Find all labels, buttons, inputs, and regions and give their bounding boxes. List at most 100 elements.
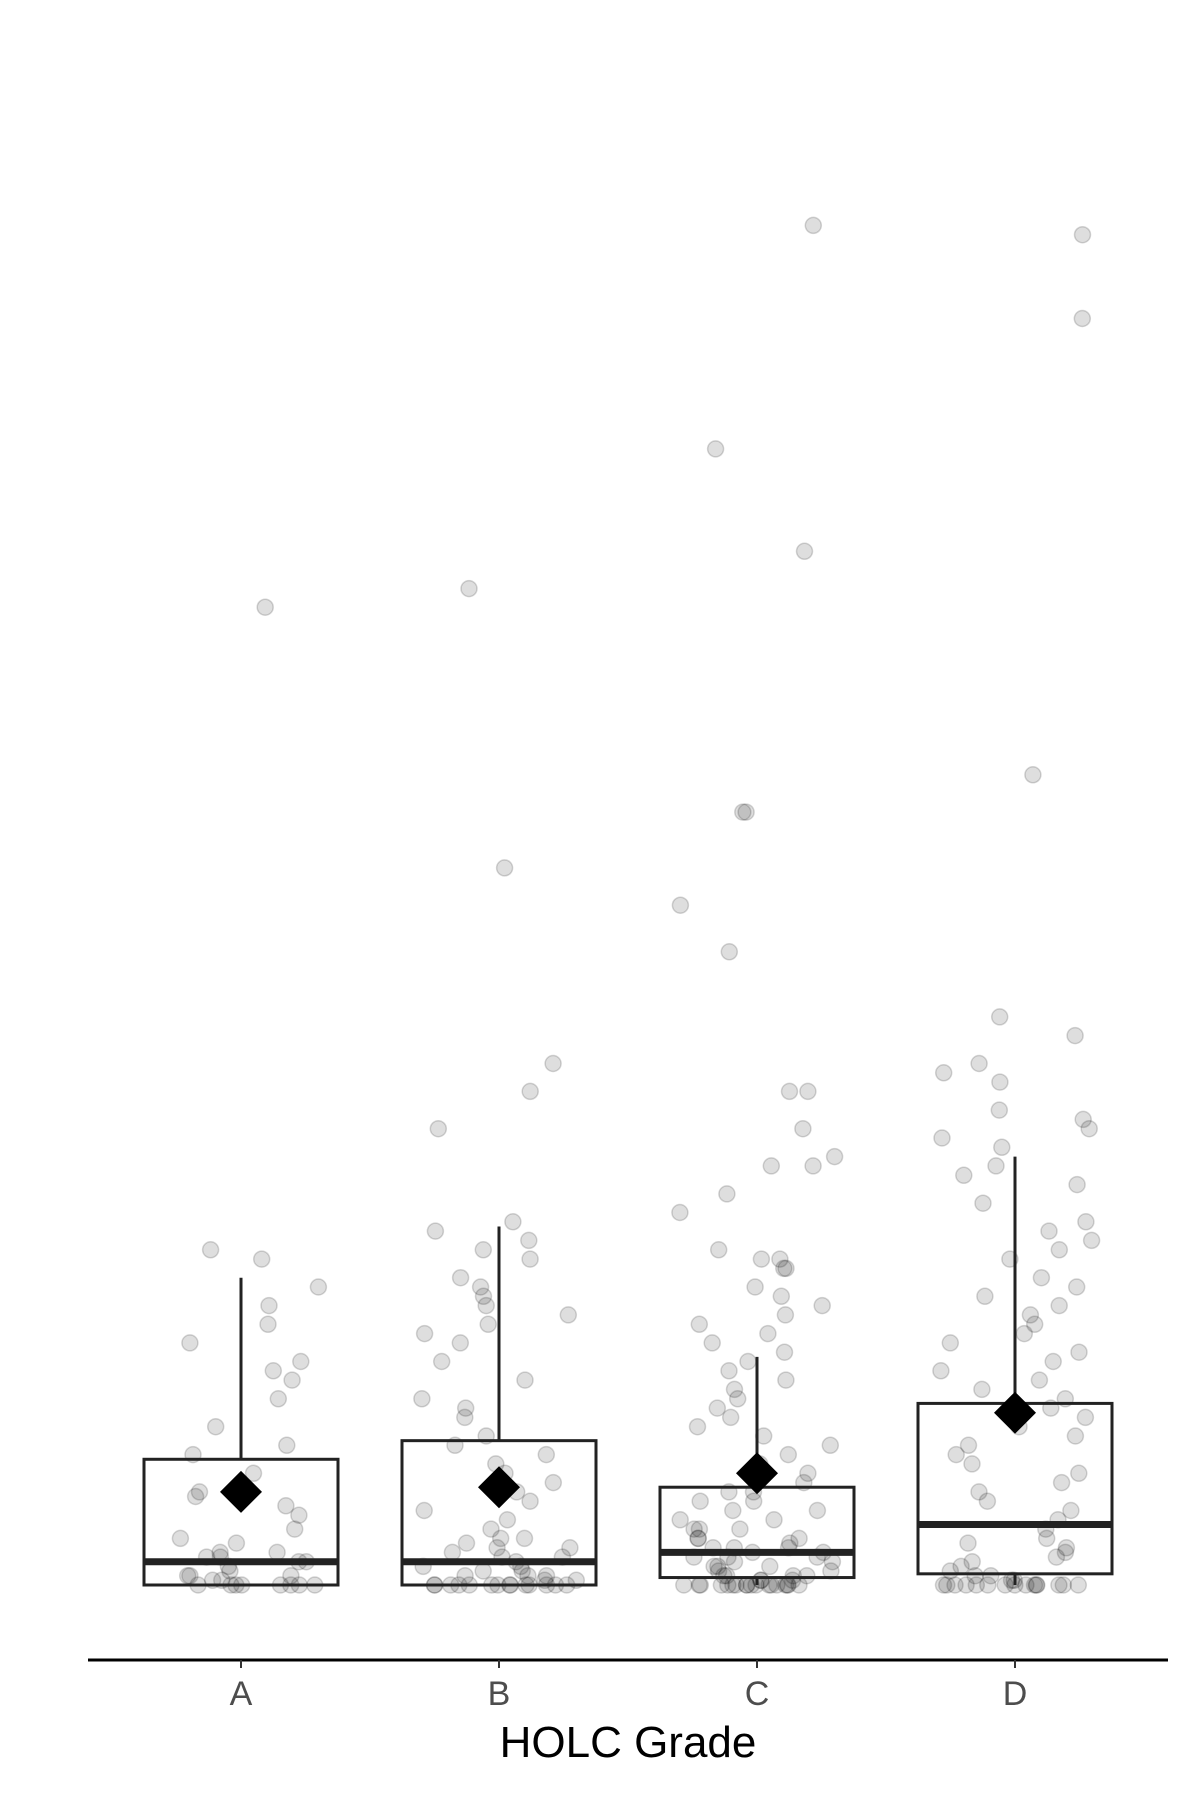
jitter-point-b [415,1501,433,1520]
jitter-point-b [460,579,478,598]
jitter-point-c [795,542,814,561]
jitter-point-d [1057,1539,1076,1557]
jitter-point-a [252,1250,271,1268]
jitter-point-a [278,1436,296,1455]
jitter-point-d [993,1138,1011,1157]
x-tick-label-d: D [1003,1675,1028,1713]
jitter-point-c [675,1576,693,1594]
jitter-point-d [1050,1241,1069,1259]
jitter-point-b [474,1562,492,1580]
jitter-point-d [1077,1213,1095,1231]
jitter-point-d [990,1008,1009,1026]
jitter-point-d [970,1054,988,1073]
jitter-point-d [1040,1222,1058,1240]
jitter-point-b [415,1324,434,1343]
jitter-point-a [269,1390,288,1408]
jitter-point-d [959,1436,978,1455]
jitter-point-d [963,1455,981,1473]
jitter-point-d [1070,1343,1088,1361]
jitter-point-c [744,1492,763,1510]
box-a [142,1457,340,1587]
jitter-point-c [794,1119,812,1138]
jitter-point-d [1027,1576,1046,1594]
jitter-point-b [456,1399,475,1417]
jitter-point-d [955,1166,973,1185]
jitter-point-d [932,1362,950,1380]
jitter-point-b [495,859,514,877]
jitter-point-c [671,1511,689,1529]
jitter-point-c [775,1343,794,1361]
jitter-point-b [451,1268,470,1287]
jitter-point-b [456,1408,474,1427]
jitter-point-b [429,1119,448,1138]
jitter-point-a [190,1483,209,1501]
jitter-point-d [967,1576,986,1594]
jitter-point-b [451,1334,470,1352]
jitter-point-d [991,1073,1009,1091]
jitter-point-b [544,1473,563,1492]
jitter-point-d [1044,1352,1062,1371]
jitter-point-b [479,1315,497,1334]
jitter-point-c [719,1576,737,1594]
jitter-point-b [504,1213,522,1231]
jitter-point-c [799,1082,817,1101]
jitter-point-c [779,1445,798,1464]
jitter-point-b [443,1543,462,1562]
jitter-point-b [521,1492,539,1510]
jitter-point-d [1015,1324,1034,1343]
jitter-point-d [973,1380,991,1399]
jitter-point-c [752,1250,771,1268]
jitter-point-d [963,1552,981,1571]
jitter-point-c [688,1417,707,1436]
jitter-point-c [825,1147,844,1166]
jitter-point-a [309,1278,328,1296]
x-axis-title: HOLC Grade [500,1718,757,1767]
jitter-point-d [1073,309,1092,328]
jitter-point-b [561,1539,579,1557]
jitter-point-a [201,1241,220,1259]
jitter-point-c [671,1203,689,1222]
jitter-point-b [521,1250,539,1268]
jitter-point-d [959,1534,977,1552]
jitter-point-b [471,1278,490,1296]
jitter-point-c [821,1436,840,1455]
jitter-point-c [708,1399,727,1417]
jitter-point-d [1037,1529,1056,1548]
jitter-point-b [515,1529,534,1548]
jitter-point-c [771,1250,789,1268]
jitter-point-d [1052,1473,1071,1492]
jitter-point-d [934,1064,953,1082]
jitter-point-c [765,1511,783,1529]
jitter-point-d [979,1576,997,1594]
jitter-point-d [1050,1296,1068,1315]
jitter-point-c [762,1576,780,1594]
jitter-point-d [1070,1464,1088,1483]
jitter-point-d [987,1157,1005,1175]
jitter-point-c [691,1492,709,1510]
jitter-point-c [776,1306,795,1324]
jitter-point-d [1025,1576,1044,1594]
jitter-point-c [709,1241,728,1259]
jitter-point-b [426,1222,445,1240]
jitter-point-c [690,1315,709,1334]
jitter-point-c [731,1520,749,1538]
jitter-point-c [759,1324,777,1343]
jitter-point-d [1074,1110,1092,1129]
jitter-point-c [762,1157,781,1175]
jitter-point-b [432,1352,451,1371]
jitter-point-d [934,1576,953,1594]
jitter-point-c [799,1464,817,1483]
jitter-point-a [264,1362,283,1380]
jitter-point-d [1054,1576,1073,1594]
x-tick-label-b: B [488,1675,511,1713]
jitter-point-b [413,1390,431,1408]
jitter-point-d [970,1483,988,1501]
jitter-point-a [268,1543,286,1562]
jitter-point-d [982,1566,1000,1585]
jitter-point-d [1082,1231,1101,1250]
jitter-point-b [516,1371,534,1389]
jitter-point-a [285,1520,304,1538]
jitter-point-d [1069,1576,1088,1594]
jitter-point-c [715,1566,733,1585]
boxes-layer [142,1156,1114,1587]
